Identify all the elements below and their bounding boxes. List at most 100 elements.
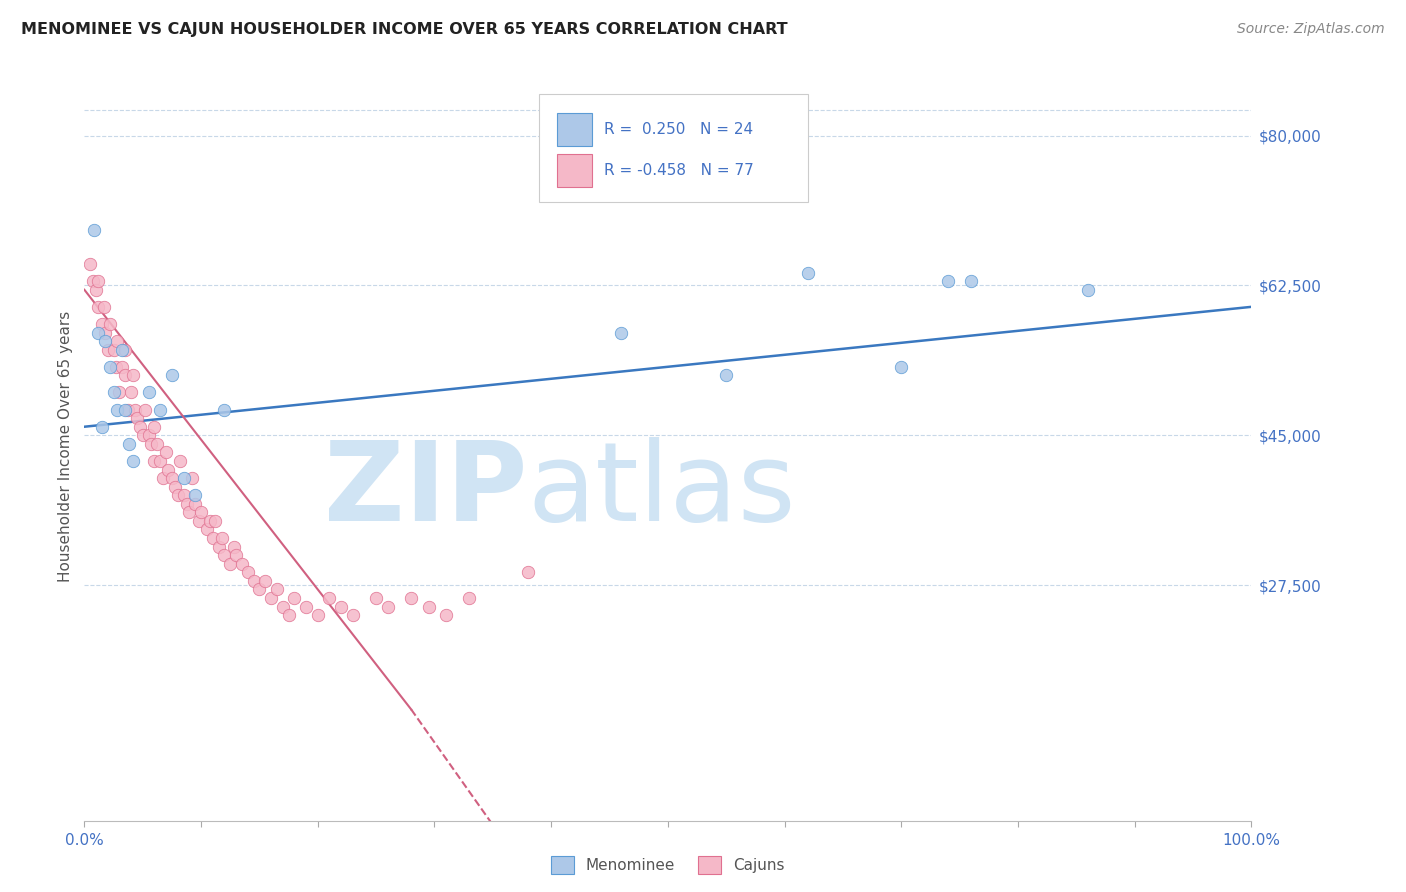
- Point: [105, 334, 128, 348]
- Point: [87, 326, 110, 340]
- Point: [157, 462, 180, 476]
- Point: [214, 402, 236, 417]
- Point: [103, 343, 125, 357]
- Point: [132, 428, 155, 442]
- Point: [114, 343, 136, 357]
- Point: [960, 274, 983, 288]
- Point: [111, 359, 134, 374]
- Point: [797, 266, 820, 280]
- Point: [249, 582, 271, 597]
- Legend: Menominee, Cajuns: Menominee, Cajuns: [544, 849, 792, 880]
- Point: [143, 419, 166, 434]
- Point: [111, 343, 134, 357]
- Point: [219, 557, 242, 571]
- Point: [211, 531, 233, 545]
- Point: [173, 488, 195, 502]
- Point: [120, 385, 142, 400]
- Point: [277, 608, 299, 623]
- Point: [145, 437, 167, 451]
- Point: [108, 385, 131, 400]
- Point: [97, 343, 120, 357]
- Point: [890, 359, 912, 374]
- Point: [204, 514, 226, 528]
- Point: [201, 531, 224, 545]
- Point: [94, 334, 117, 348]
- Point: [214, 548, 236, 562]
- Point: [225, 548, 247, 562]
- FancyBboxPatch shape: [557, 153, 592, 187]
- Point: [117, 402, 139, 417]
- Point: [155, 445, 177, 459]
- FancyBboxPatch shape: [540, 94, 808, 202]
- Point: [138, 428, 160, 442]
- Point: [125, 411, 148, 425]
- Point: [139, 437, 162, 451]
- Point: [180, 471, 202, 485]
- Point: [399, 591, 422, 605]
- Text: Source: ZipAtlas.com: Source: ZipAtlas.com: [1237, 22, 1385, 37]
- Point: [169, 454, 191, 468]
- Point: [610, 326, 633, 340]
- Point: [295, 599, 318, 614]
- Text: MENOMINEE VS CAJUN HOUSEHOLDER INCOME OVER 65 YEARS CORRELATION CHART: MENOMINEE VS CAJUN HOUSEHOLDER INCOME OV…: [21, 22, 787, 37]
- Point: [103, 385, 125, 400]
- Point: [176, 497, 198, 511]
- Point: [184, 488, 207, 502]
- Point: [716, 368, 738, 383]
- Point: [190, 505, 212, 519]
- Point: [149, 402, 172, 417]
- Point: [173, 471, 195, 485]
- Point: [129, 419, 152, 434]
- Point: [94, 326, 117, 340]
- Point: [342, 608, 364, 623]
- Point: [114, 402, 136, 417]
- Point: [114, 368, 136, 383]
- Point: [82, 274, 104, 288]
- Y-axis label: Householder Income Over 65 years: Householder Income Over 65 years: [58, 310, 73, 582]
- FancyBboxPatch shape: [557, 112, 592, 146]
- Point: [200, 514, 222, 528]
- Point: [1077, 283, 1099, 297]
- Point: [179, 505, 201, 519]
- Point: [418, 599, 440, 614]
- Text: R = -0.458   N = 77: R = -0.458 N = 77: [603, 162, 754, 178]
- Point: [195, 523, 218, 537]
- Point: [93, 300, 115, 314]
- Point: [254, 574, 277, 588]
- Point: [160, 368, 183, 383]
- Point: [143, 454, 166, 468]
- Point: [83, 223, 105, 237]
- Point: [98, 317, 121, 331]
- Point: [318, 591, 340, 605]
- Point: [330, 599, 353, 614]
- Point: [222, 540, 245, 554]
- Point: [79, 257, 101, 271]
- Point: [122, 454, 145, 468]
- Point: [366, 591, 388, 605]
- Point: [138, 385, 160, 400]
- Point: [87, 300, 110, 314]
- Point: [160, 471, 183, 485]
- Point: [124, 402, 146, 417]
- Point: [90, 419, 112, 434]
- Point: [166, 488, 188, 502]
- Point: [98, 359, 121, 374]
- Point: [187, 514, 209, 528]
- Point: [149, 454, 172, 468]
- Point: [134, 402, 156, 417]
- Text: atlas: atlas: [527, 437, 796, 544]
- Point: [122, 368, 145, 383]
- Point: [260, 591, 283, 605]
- Point: [184, 497, 207, 511]
- Point: [242, 574, 264, 588]
- Point: [236, 566, 259, 580]
- Point: [105, 402, 128, 417]
- Point: [434, 608, 457, 623]
- Point: [307, 608, 329, 623]
- Point: [87, 274, 110, 288]
- Point: [271, 599, 294, 614]
- Point: [936, 274, 959, 288]
- Point: [207, 540, 229, 554]
- Text: R =  0.250   N = 24: R = 0.250 N = 24: [603, 121, 752, 136]
- Point: [266, 582, 288, 597]
